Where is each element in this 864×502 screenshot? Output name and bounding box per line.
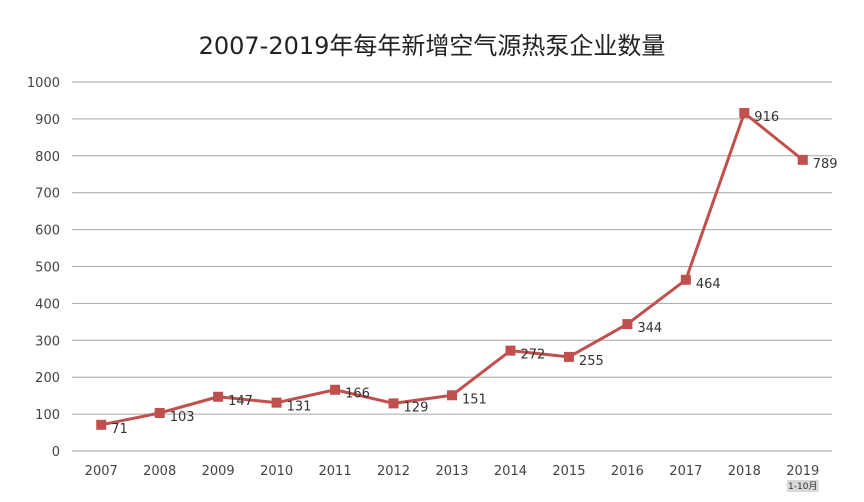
data-label: 71 xyxy=(111,422,128,437)
data-point xyxy=(447,390,457,401)
y-tick-label: 100 xyxy=(35,408,60,423)
y-tick-label: 300 xyxy=(35,334,60,349)
y-tick-label: 800 xyxy=(35,150,60,165)
x-tick-label: 2016 xyxy=(611,464,644,479)
data-label: 147 xyxy=(228,394,253,409)
x-tick-label: 2017 xyxy=(669,464,702,479)
data-label: 151 xyxy=(462,392,487,407)
x-tick-label: 2008 xyxy=(143,464,176,479)
data-point xyxy=(622,319,633,330)
data-label: 103 xyxy=(170,410,195,425)
data-point xyxy=(213,391,224,402)
y-tick-label: 400 xyxy=(35,297,60,312)
y-tick-label: 700 xyxy=(35,187,60,202)
data-label: 129 xyxy=(404,400,429,415)
y-tick-label: 200 xyxy=(35,371,60,386)
x-tick-label: 2019 xyxy=(786,464,819,479)
x-tick-label: 2011 xyxy=(319,464,352,479)
data-point xyxy=(154,407,165,418)
data-label: 255 xyxy=(579,354,604,369)
y-tick-label: 900 xyxy=(35,113,60,128)
data-point xyxy=(96,419,107,430)
data-point xyxy=(271,397,282,408)
data-point xyxy=(739,107,750,118)
x-tick-note: 1-10月 xyxy=(788,481,817,492)
x-tick-label: 2014 xyxy=(494,464,527,479)
y-tick-label: 0 xyxy=(52,445,60,460)
x-tick-label: 2015 xyxy=(552,464,585,479)
data-label: 916 xyxy=(754,110,779,125)
data-label: 131 xyxy=(287,400,312,415)
data-point xyxy=(330,384,341,395)
y-tick-label: 600 xyxy=(35,224,60,239)
series-line xyxy=(100,111,804,427)
x-tick-label: 2010 xyxy=(260,464,293,479)
data-point xyxy=(797,154,808,165)
data-label: 166 xyxy=(345,387,370,402)
x-tick-label: 2012 xyxy=(377,464,410,479)
chart-title: 2007-2019年每年新增空气源热泵企业数量 xyxy=(199,32,666,60)
x-tick-label: 2009 xyxy=(202,464,235,479)
data-point xyxy=(680,274,691,285)
x-tick-label: 2018 xyxy=(728,464,761,479)
data-point xyxy=(388,398,399,409)
data-label: 789 xyxy=(813,157,838,172)
data-point xyxy=(505,345,516,356)
data-label: 272 xyxy=(520,348,545,363)
x-tick-label: 2007 xyxy=(85,464,118,479)
y-tick-label: 500 xyxy=(35,261,60,276)
data-label: 344 xyxy=(637,321,662,336)
x-tick-note-bg xyxy=(786,480,819,492)
data-point xyxy=(563,351,574,362)
x-tick-label: 2013 xyxy=(435,464,468,479)
data-label: 464 xyxy=(696,277,721,292)
y-tick-label: 1000 xyxy=(27,76,60,91)
